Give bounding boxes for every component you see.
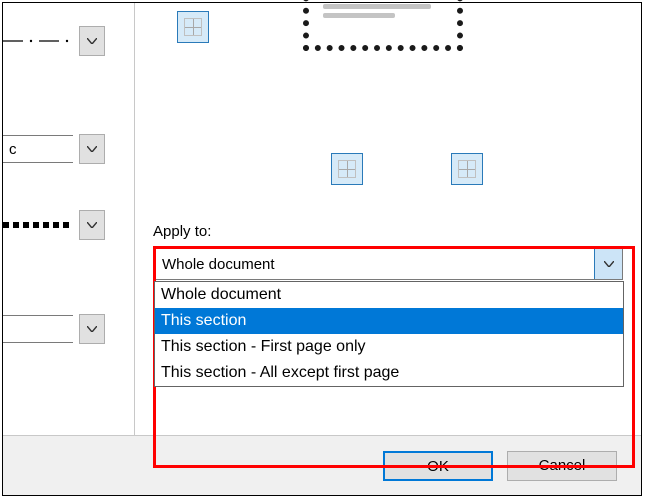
line-style-value-2: c [3,135,73,163]
border-side-button-bottom-2[interactable] [451,153,483,185]
left-style-column: c [3,3,135,495]
preview-text-line [323,4,431,9]
pattern-dashdot [3,29,73,53]
chevron-down-icon [87,146,97,152]
line-style-row-3 [3,209,123,241]
border-preview-area [153,3,633,213]
grid-icon [338,160,356,178]
line-style-dropdown-1[interactable] [79,26,105,56]
grid-icon [458,160,476,178]
chevron-down-icon [87,326,97,332]
line-style-row-1 [3,25,123,57]
apply-to-option[interactable]: Whole document [155,282,623,308]
apply-to-combobox[interactable]: Whole document Whole documentThis sectio… [153,248,623,280]
pattern-thickdot [3,213,73,237]
dialog-footer: OK Cancel [3,435,641,495]
apply-to-area: Apply to: Whole document Whole documentT… [153,223,628,280]
apply-to-option[interactable]: This section - All except first page [155,360,623,386]
chevron-down-icon [87,222,97,228]
apply-to-label: Apply to: [153,223,628,240]
ok-button[interactable]: OK [383,451,493,481]
preview-text-line [323,13,395,18]
line-style-dropdown-3[interactable] [79,210,105,240]
border-side-button-left[interactable] [177,11,209,43]
dialog-frame: c [2,2,642,496]
apply-to-option[interactable]: This section [155,308,623,334]
vertical-divider [134,3,135,495]
line-style-dropdown-2[interactable] [79,134,105,164]
line-style-dropdown-4[interactable] [79,314,105,344]
apply-to-dropdown-list: Whole documentThis sectionThis section -… [154,281,624,387]
line-style-row-2: c [3,133,123,165]
border-side-button-bottom-1[interactable] [331,153,363,185]
chevron-down-icon [87,38,97,44]
line-style-row-4 [3,313,123,345]
cancel-button[interactable]: Cancel [507,451,617,481]
line-style-value-4 [3,315,73,343]
apply-to-selected-value: Whole document [154,256,594,273]
grid-icon [184,18,202,36]
document-preview [303,0,463,51]
apply-to-dropdown-button[interactable] [594,249,622,279]
apply-to-option[interactable]: This section - First page only [155,334,623,360]
chevron-down-icon [604,261,614,267]
